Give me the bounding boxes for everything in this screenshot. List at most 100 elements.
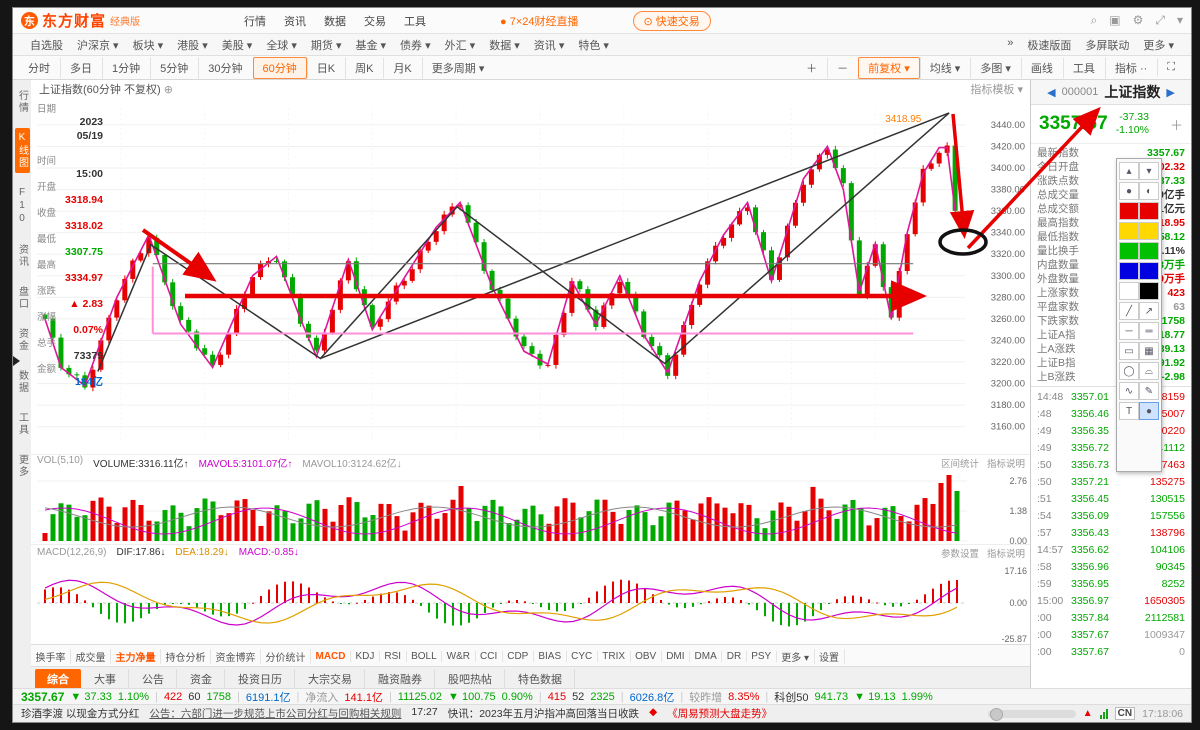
news-token[interactable]: ◆ bbox=[649, 706, 658, 718]
palette-color-swatch[interactable] bbox=[1139, 222, 1159, 240]
palette-tool[interactable]: ● bbox=[1119, 182, 1139, 200]
palette-tool[interactable]: ● bbox=[1139, 402, 1159, 420]
footer-tab-股吧热帖[interactable]: 股吧热帖 bbox=[436, 669, 505, 689]
volume-chart[interactable]: 2.76 1.38 0.00 bbox=[31, 469, 1033, 544]
palette-tool[interactable]: ↗ bbox=[1139, 302, 1159, 320]
indicator-tab-PSY[interactable]: PSY bbox=[747, 650, 777, 662]
chart-tool-button[interactable]: 前复权 ▾ bbox=[858, 56, 920, 79]
period-button-周K[interactable]: 周K bbox=[345, 56, 383, 79]
indicator-tab-更多 ▾[interactable]: 更多 ▾ bbox=[777, 648, 815, 664]
period-button-60分钟[interactable]: 60分钟 bbox=[252, 56, 307, 79]
indicator-tab-主力净量[interactable]: 主力净量 bbox=[111, 648, 161, 664]
indicator-tab-换手率[interactable]: 换手率 bbox=[31, 648, 71, 664]
indicator-tab-资金博弈[interactable]: 资金博弈 bbox=[211, 648, 261, 664]
nav-item[interactable]: 债券 ▾ bbox=[400, 39, 431, 52]
pane-link[interactable]: 区间统计 bbox=[940, 458, 979, 470]
collapse-rail-handle[interactable] bbox=[13, 356, 20, 366]
menu-item[interactable]: 行情 bbox=[244, 15, 267, 28]
status-token[interactable]: 8.35% bbox=[728, 690, 760, 703]
menu-item[interactable]: 交易 bbox=[364, 15, 387, 28]
chart-tool-button[interactable]: ⛶ bbox=[1157, 58, 1185, 77]
indicator-tab-CCI[interactable]: CCI bbox=[476, 650, 503, 662]
footer-tab-资金[interactable]: 资金 bbox=[178, 669, 225, 689]
palette-color-swatch[interactable] bbox=[1119, 262, 1139, 280]
status-token[interactable]: 422 bbox=[163, 690, 183, 703]
palette-color-swatch[interactable] bbox=[1139, 242, 1159, 260]
menu-item[interactable]: 数据 bbox=[324, 15, 347, 28]
nav-item[interactable]: 数据 ▾ bbox=[489, 39, 520, 52]
indicator-tab-W&R[interactable]: W&R bbox=[442, 650, 476, 662]
palette-tool[interactable]: ▦ bbox=[1139, 342, 1159, 360]
chart-tool-button[interactable]: 均线 ▾ bbox=[919, 56, 971, 79]
rail-item-更多[interactable]: 更多 bbox=[16, 454, 28, 478]
nav-item[interactable]: 期货 ▾ bbox=[310, 39, 342, 52]
prev-stock-arrow[interactable]: ◀ bbox=[1047, 86, 1056, 99]
rail-item-盘口[interactable]: 盘口 bbox=[16, 286, 28, 310]
nav-item[interactable]: 基金 ▾ bbox=[355, 39, 387, 52]
nav-item[interactable]: 多屏联动 bbox=[1085, 39, 1130, 52]
titlebar-icon[interactable]: ▾ bbox=[1176, 13, 1183, 27]
indicator-tab-BIAS[interactable]: BIAS bbox=[534, 650, 567, 662]
titlebar-icon[interactable]: ⌕ bbox=[1090, 13, 1098, 27]
status-token[interactable]: 415 bbox=[547, 690, 567, 703]
nav-item[interactable]: 极速版面 bbox=[1027, 39, 1072, 52]
palette-color-swatch[interactable] bbox=[1119, 202, 1139, 220]
chart-tool-button[interactable]: 画线 bbox=[1020, 56, 1063, 79]
slider-knob[interactable] bbox=[989, 707, 1003, 721]
indicator-tab-设置[interactable]: 设置 bbox=[815, 648, 845, 664]
footer-tab-综合[interactable]: 综合 bbox=[35, 669, 81, 689]
kline-chart[interactable]: 3440.00 3420.00 3400.00 3380.00 3360.00 3340.… bbox=[31, 98, 1031, 454]
palette-color-swatch[interactable] bbox=[1119, 242, 1139, 260]
period-button-日K[interactable]: 日K bbox=[306, 56, 345, 79]
nav-item[interactable]: 外汇 ▾ bbox=[444, 39, 476, 52]
chart-tool-button[interactable]: 多图 ▾ bbox=[970, 56, 1021, 79]
palette-tool[interactable]: ◐ bbox=[1139, 182, 1159, 200]
palette-color-swatch[interactable] bbox=[1119, 222, 1139, 240]
chart-tool-button[interactable]: － bbox=[827, 56, 858, 79]
palette-color-swatch[interactable] bbox=[1119, 282, 1139, 300]
kline-canvas[interactable]: 3440.00 3420.00 3400.00 3380.00 3360.00 3340.… bbox=[31, 98, 1031, 453]
next-stock-arrow[interactable]: ▶ bbox=[1166, 86, 1175, 99]
titlebar-icon[interactable]: ▣ bbox=[1109, 13, 1121, 27]
titlebar-icon[interactable]: ⚙ bbox=[1132, 13, 1144, 27]
indicator-tab-RSI[interactable]: RSI bbox=[380, 650, 407, 662]
nav-item[interactable]: 资讯 ▾ bbox=[533, 39, 565, 52]
indicator-tab-TRIX[interactable]: TRIX bbox=[598, 650, 631, 662]
live-banner-link[interactable]: ● 7×24财经直播 bbox=[500, 15, 579, 28]
palette-tool[interactable]: T bbox=[1119, 402, 1139, 420]
nav-item[interactable]: 港股 ▾ bbox=[177, 39, 208, 52]
rail-item-资讯[interactable]: 资讯 bbox=[16, 244, 28, 268]
nav-item[interactable]: 全球 ▾ bbox=[266, 39, 297, 52]
expand-icon[interactable]: ⊕ bbox=[163, 84, 173, 96]
pane-link[interactable]: 指标说明 bbox=[986, 458, 1025, 470]
period-button-5分钟[interactable]: 5分钟 bbox=[150, 56, 198, 79]
indicator-tab-持仓分析[interactable]: 持仓分析 bbox=[161, 648, 211, 664]
period-button-分时[interactable]: 分时 bbox=[28, 62, 50, 75]
rail-item-数据[interactable]: 数据 bbox=[16, 370, 28, 394]
status-token[interactable]: 141.1亿 bbox=[344, 691, 383, 704]
palette-tool[interactable]: ⌓ bbox=[1139, 362, 1159, 380]
footer-tab-公告[interactable]: 公告 bbox=[130, 669, 177, 689]
palette-tool[interactable]: ✎ bbox=[1139, 382, 1159, 400]
indicator-tab-OBV[interactable]: OBV bbox=[631, 650, 662, 662]
rail-item-行情[interactable]: 行情 bbox=[16, 90, 28, 114]
chart-tool-button[interactable]: 指标 ·· bbox=[1104, 56, 1157, 79]
indicator-tab-CYC[interactable]: CYC bbox=[567, 650, 598, 662]
indicator-tab-DMI[interactable]: DMI bbox=[662, 650, 691, 662]
nav-item[interactable]: 美股 ▾ bbox=[221, 39, 253, 52]
quick-trade-button[interactable]: ⊙ 快速交易 bbox=[632, 10, 711, 31]
period-button-多日[interactable]: 多日 bbox=[60, 56, 102, 79]
indicator-tab-BOLL[interactable]: BOLL bbox=[407, 650, 443, 662]
pane-link[interactable]: 参数设置 bbox=[940, 548, 979, 560]
pane-link[interactable]: 指标说明 bbox=[986, 548, 1025, 560]
period-button-月K[interactable]: 月K bbox=[383, 56, 421, 79]
add-to-watchlist-button[interactable]: ＋ bbox=[1169, 117, 1183, 133]
palette-tool[interactable]: ∿ bbox=[1119, 382, 1139, 400]
nav-item[interactable]: 更多 ▾ bbox=[1143, 39, 1174, 52]
menu-item[interactable]: 资讯 bbox=[284, 15, 307, 28]
period-button-更多周期 ▾[interactable]: 更多周期 ▾ bbox=[421, 56, 495, 79]
footer-tab-投资日历[interactable]: 投资日历 bbox=[226, 669, 295, 689]
chart-tool-button[interactable]: ＋ bbox=[806, 62, 818, 75]
news-token[interactable]: 公告：六部门进一步规范上市公司分红与回购相关规则 bbox=[149, 708, 402, 720]
palette-tool[interactable]: ╱ bbox=[1119, 302, 1139, 320]
